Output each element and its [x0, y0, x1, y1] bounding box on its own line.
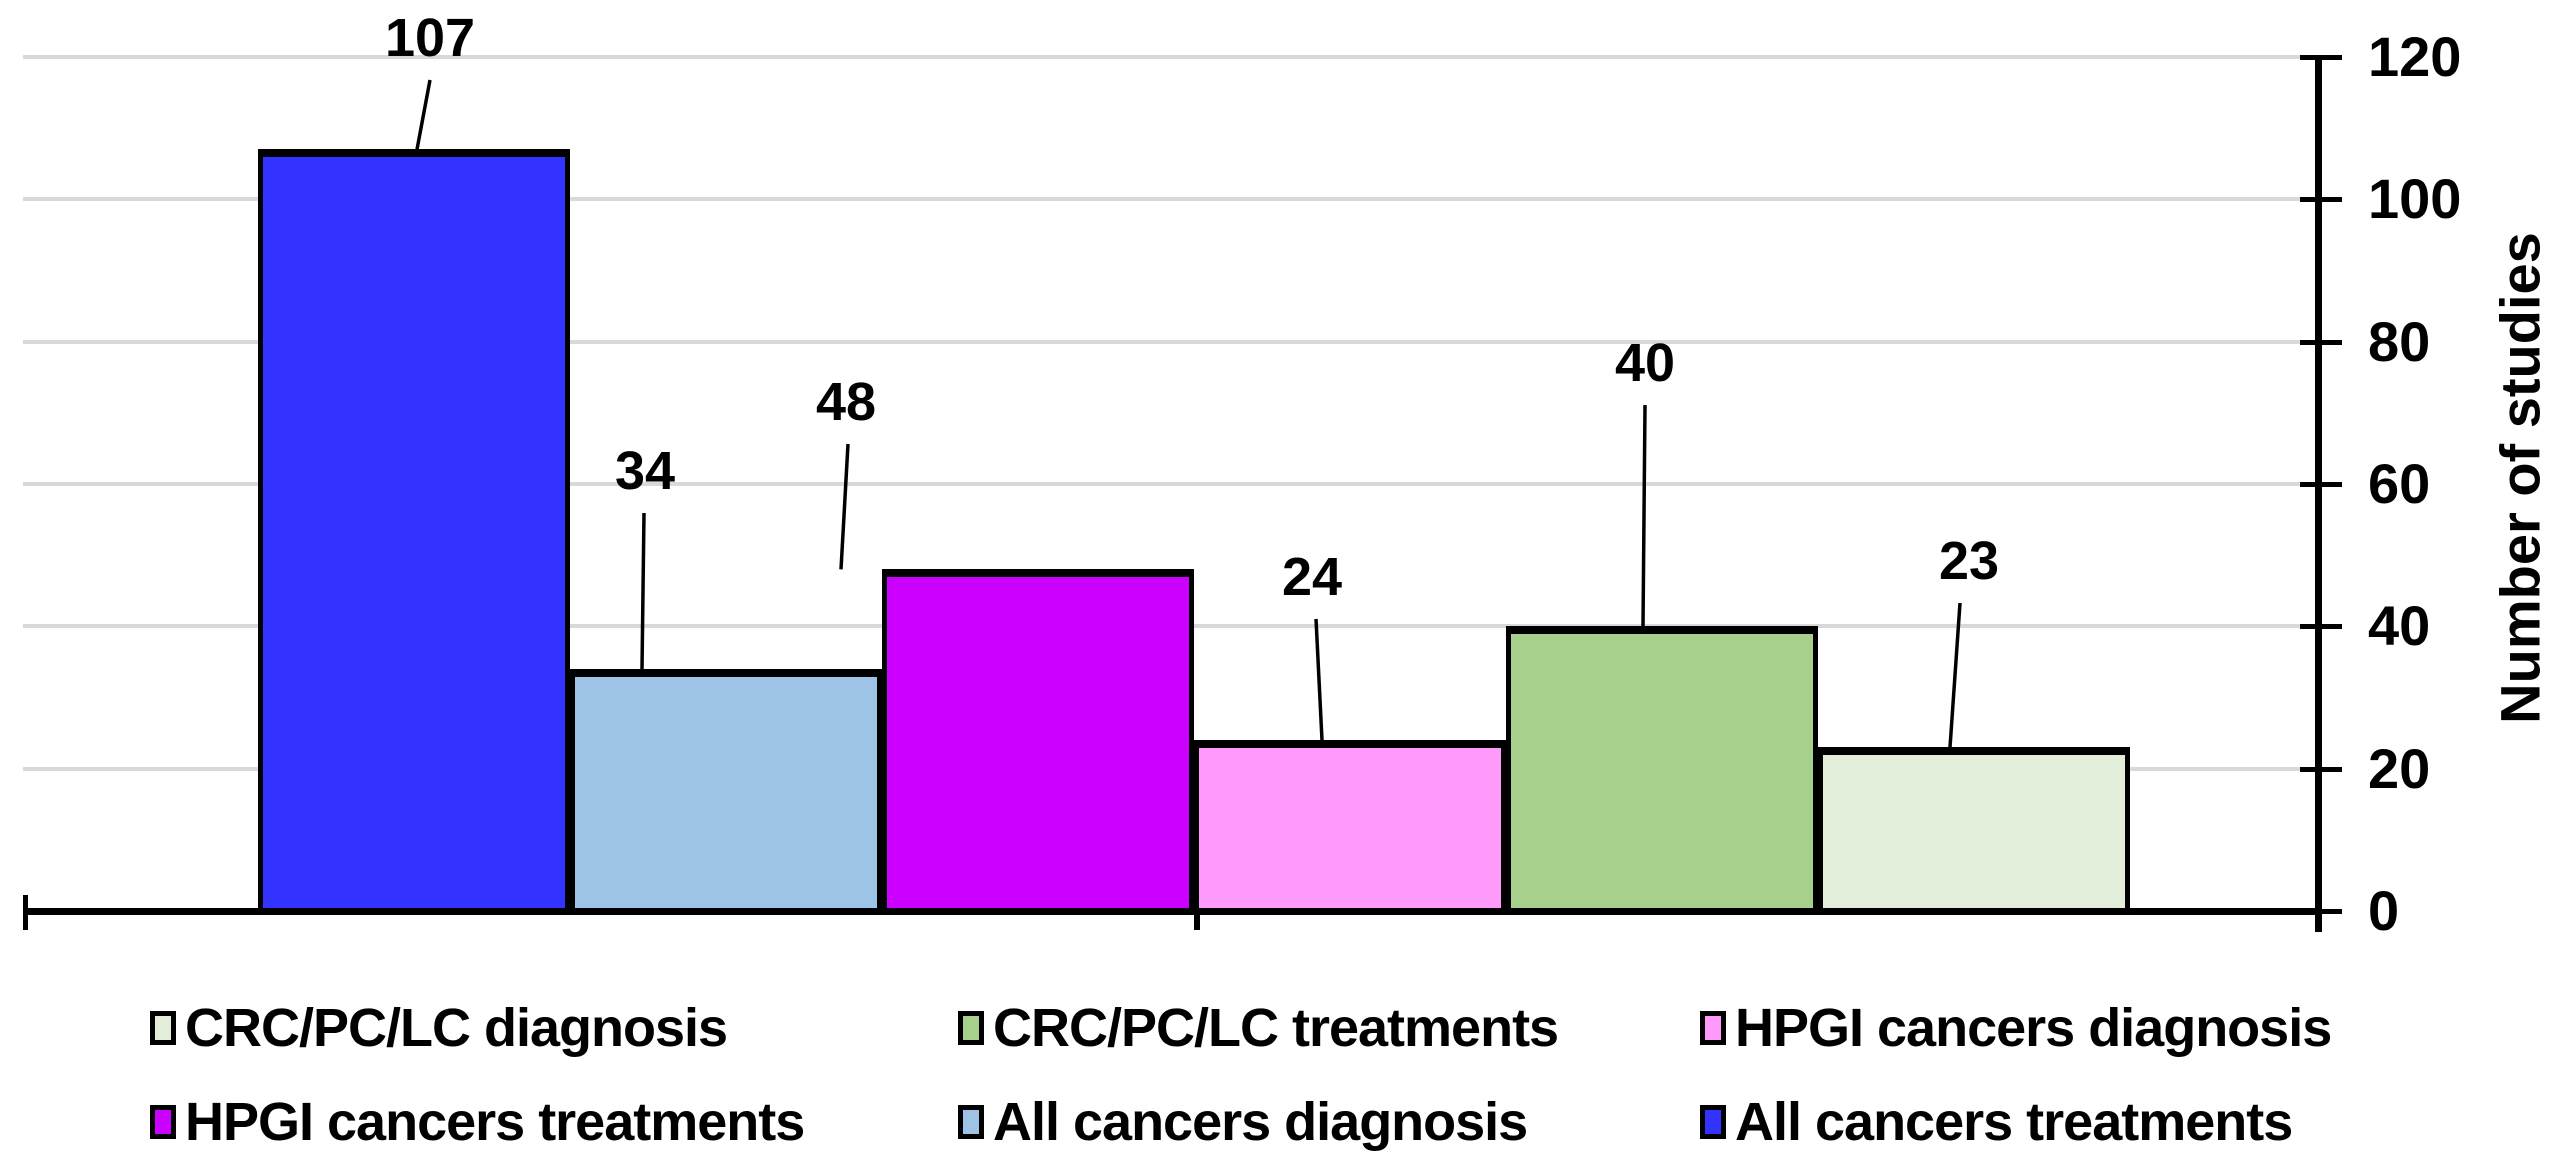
legend-label: HPGI cancers treatments [185, 1092, 805, 1152]
y-axis-tick-120 [2300, 54, 2342, 60]
legend-label: CRC/PC/LC treatments [993, 998, 1559, 1058]
legend-item: HPGI cancers diagnosis [1700, 996, 2332, 1060]
legend-label: All cancers treatments [1735, 1092, 2293, 1152]
y-tick-label-100: 100 [2368, 167, 2462, 231]
y-axis-tick-100 [2300, 197, 2342, 203]
y-axis-tick-0 [2300, 909, 2342, 914]
bar-2 [882, 569, 1194, 914]
y-tick-label-120: 120 [2368, 24, 2462, 88]
legend-item: All cancers diagnosis [958, 1090, 1528, 1154]
gridline-60 [23, 481, 2315, 486]
y-axis-tick-20 [2300, 766, 2342, 772]
y-tick-label-60: 60 [2368, 451, 2431, 515]
y-axis-tick-60 [2300, 481, 2342, 487]
gridline-100 [23, 197, 2315, 202]
legend-item: CRC/PC/LC treatments [958, 996, 1559, 1060]
y-tick-label-40: 40 [2368, 594, 2431, 658]
leader-line-0 [415, 79, 432, 150]
bar-1 [570, 669, 882, 914]
legend-swatch [150, 1011, 176, 1045]
bar-5 [1818, 747, 2130, 914]
gridline-120 [23, 54, 2315, 59]
legend-swatch [150, 1105, 176, 1139]
bar-3 [1194, 740, 1506, 914]
legend-label: All cancers diagnosis [993, 1092, 1528, 1152]
data-label-3: 24 [1281, 547, 1343, 607]
legend-swatch [958, 1105, 984, 1139]
x-axis-tick-1 [1194, 908, 1200, 930]
x-axis-tick-0 [23, 895, 28, 930]
legend-item: All cancers treatments [1700, 1090, 2293, 1154]
bar-0 [258, 149, 570, 914]
gridline-80 [23, 339, 2315, 344]
leader-line-3 [1314, 618, 1324, 741]
legend-item: HPGI cancers treatments [150, 1090, 805, 1154]
data-label-0: 107 [384, 8, 476, 68]
legend-label: HPGI cancers diagnosis [1735, 998, 2332, 1058]
bar-4 [1506, 626, 1818, 914]
y-tick-label-0: 0 [2368, 879, 2400, 942]
leader-line-2 [839, 443, 850, 570]
legend-swatch [1700, 1011, 1726, 1045]
x-axis-line [23, 908, 2322, 915]
leader-line-4 [1641, 404, 1647, 627]
legend-item: CRC/PC/LC diagnosis [150, 996, 728, 1060]
y-tick-label-20: 20 [2368, 736, 2431, 800]
y-axis-tick-80 [2300, 339, 2342, 345]
legend-swatch [958, 1011, 984, 1045]
leader-line-1 [640, 512, 646, 670]
y-axis-tick-40 [2300, 624, 2342, 630]
data-label-2: 48 [815, 372, 877, 432]
data-label-1: 34 [614, 441, 676, 501]
data-label-5: 23 [1938, 531, 2000, 591]
data-label-4: 40 [1614, 333, 1676, 393]
legend-swatch [1700, 1105, 1726, 1139]
y-axis-line [2315, 55, 2322, 932]
legend-label: CRC/PC/LC diagnosis [185, 998, 728, 1058]
y-tick-label-80: 80 [2368, 309, 2431, 373]
y-axis-title: Number of studies [2488, 232, 2552, 724]
